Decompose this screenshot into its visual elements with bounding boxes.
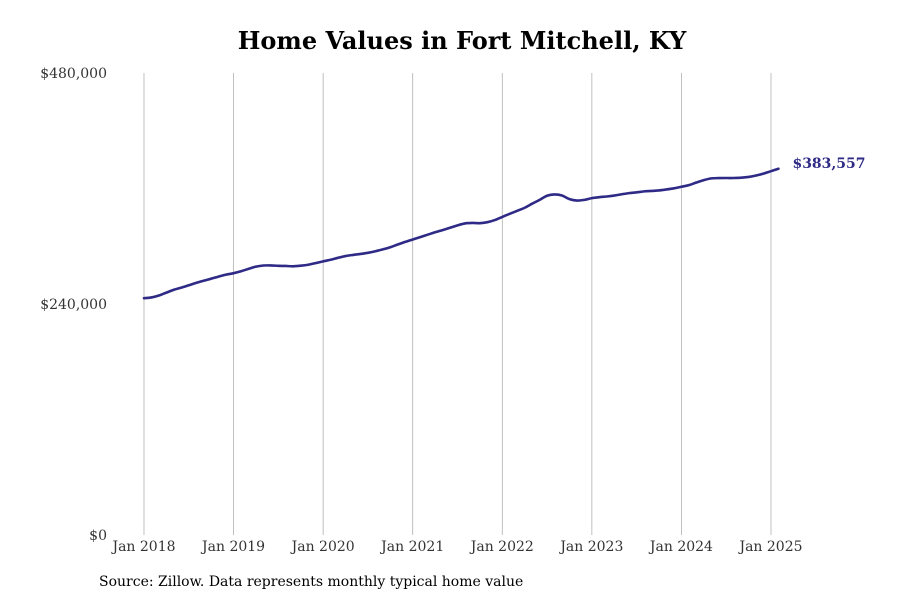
y-axis-tick-labels: $0 $240,000 $480,000 <box>40 66 107 544</box>
series-layer <box>142 167 780 300</box>
vertical-gridlines <box>143 73 772 535</box>
x-tick-label: Jan 2022 <box>469 539 534 555</box>
x-tick-label: Jan 2024 <box>648 539 713 555</box>
x-tick-label: Jan 2020 <box>290 539 355 555</box>
x-tick-label: Jan 2019 <box>200 539 265 555</box>
home-value-line <box>142 167 780 300</box>
chart-title: Home Values in Fort Mitchell, KY <box>237 26 687 55</box>
x-tick-label: Jan 2023 <box>558 539 623 555</box>
x-tick-label: Jan 2018 <box>110 539 175 555</box>
y-tick-label: $480,000 <box>40 66 107 82</box>
end-label-layer: $383,557 <box>792 156 865 172</box>
y-tick-label: $240,000 <box>40 297 107 313</box>
x-tick-label: Jan 2021 <box>379 539 444 555</box>
source-note: Source: Zillow. Data represents monthly … <box>99 574 524 590</box>
end-value-label: $383,557 <box>792 156 865 172</box>
x-axis-tick-labels: Jan 2018 Jan 2019 Jan 2020 Jan 2021 Jan 2022… <box>110 539 802 555</box>
x-tick-label: Jan 2025 <box>737 539 802 555</box>
y-tick-label: $0 <box>89 528 107 544</box>
